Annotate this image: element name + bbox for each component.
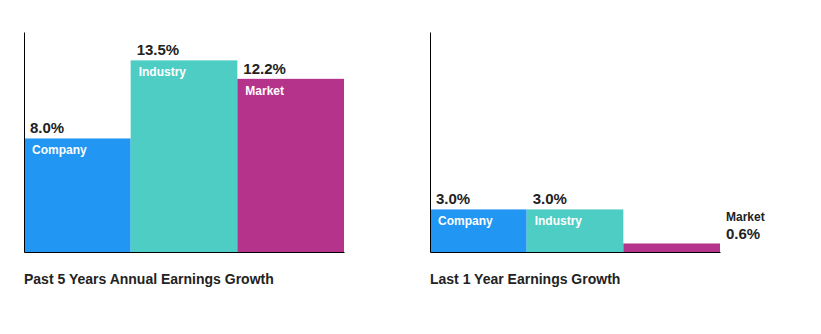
x-axis-line (431, 252, 721, 253)
bars (430, 209, 720, 252)
chart-panel: 8.0% Company 13.5% Industry 12.2% Market Past … (24, 33, 345, 288)
data-label: 13.5% (137, 41, 180, 58)
y-axis-line (24, 33, 25, 253)
category-label: Company (32, 143, 87, 157)
category-label: Industry (535, 214, 583, 228)
chart-panel: 3.0% Company 3.0% Industry Market0.6% Last 1 … (430, 33, 765, 288)
data-label: 3.0% (533, 190, 567, 207)
bar (131, 60, 238, 252)
category-label: Company (438, 214, 493, 228)
x-axis-line (25, 252, 345, 253)
y-axis (24, 33, 25, 253)
data-label: 0.6% (726, 225, 760, 242)
category-label: Market (726, 210, 765, 224)
data-label: 3.0% (436, 190, 470, 207)
bar (430, 209, 527, 252)
x-axis (25, 252, 345, 253)
bar (527, 209, 624, 252)
x-axis (431, 252, 721, 253)
bar (24, 138, 131, 252)
chart-title: Last 1 Year Earnings Growth (430, 271, 620, 287)
bar (623, 243, 720, 252)
y-axis-line (430, 33, 431, 253)
category-label: Market (245, 84, 284, 98)
data-label: 12.2% (243, 60, 286, 77)
y-axis (430, 33, 431, 253)
labels: 8.0% Company 13.5% Industry 12.2% Market (30, 41, 286, 157)
chart-title: Past 5 Years Annual Earnings Growth (24, 271, 274, 287)
labels: 3.0% Company 3.0% Industry Market0.6% (436, 190, 765, 242)
category-label: Industry (139, 65, 187, 79)
bars (24, 60, 344, 252)
chart-root: 8.0% Company 13.5% Industry 12.2% Market Past … (0, 0, 821, 334)
bar (237, 79, 344, 252)
data-label: 8.0% (30, 119, 64, 136)
